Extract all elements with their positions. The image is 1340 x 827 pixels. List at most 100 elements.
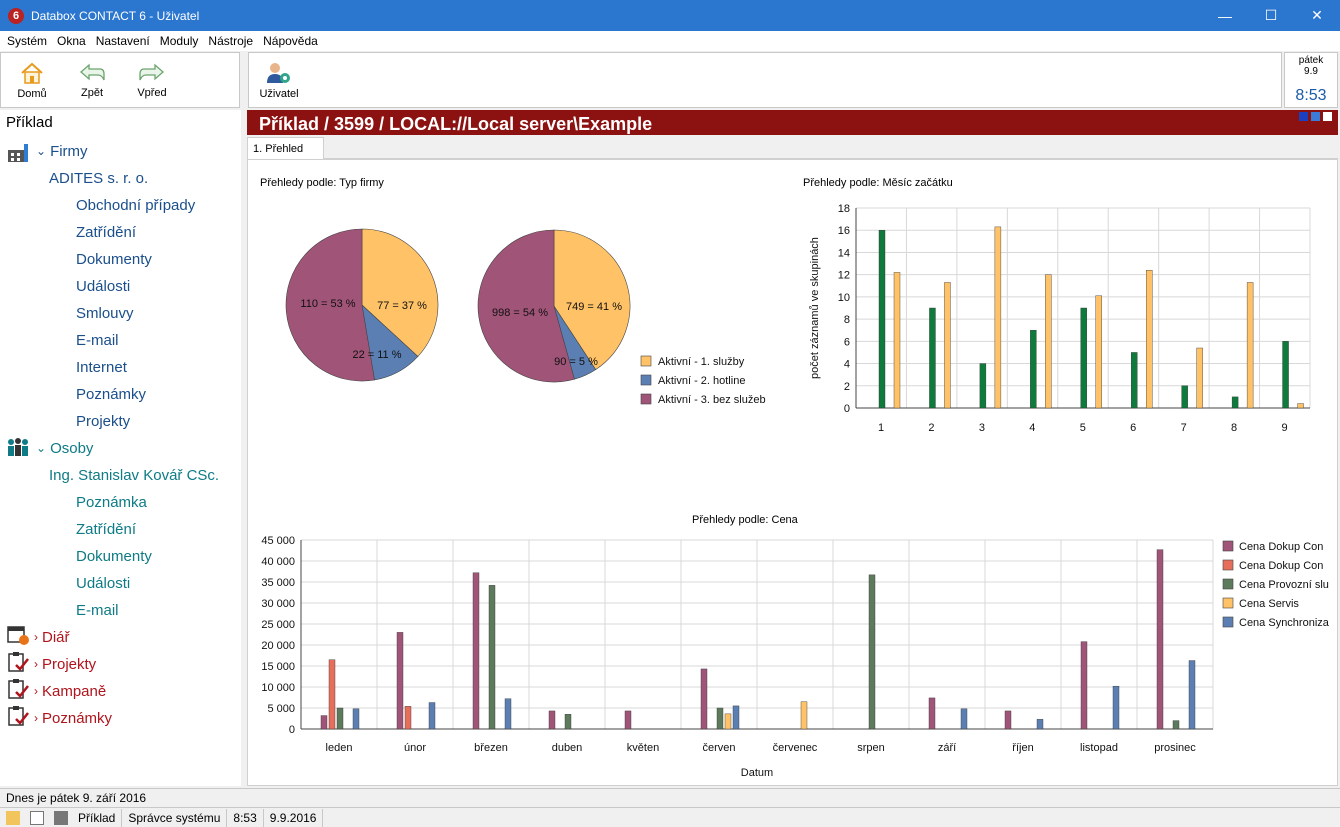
record-path: Příklad / 3599 / LOCAL://Local server\Ex… (259, 114, 653, 134)
month-x-tick-label: 8 (1231, 422, 1237, 434)
home-button[interactable]: Domů (3, 53, 61, 107)
tree-osoby-poznamka[interactable]: Poznámka (76, 493, 147, 511)
price-bar (700, 668, 708, 730)
people-icon (8, 438, 28, 456)
menu-nastaveni[interactable]: Nastavení (95, 34, 150, 48)
tree-company[interactable]: ADITES s. r. o. (49, 169, 149, 187)
tree-firmy-email[interactable]: E-mail (76, 331, 119, 349)
navigation-tree: Příklad ⌄ Firmy ADITES s. r. o. Obchodní… (0, 110, 241, 786)
price-x-tick-label: březen (474, 742, 508, 754)
tree-kampane-label: Kampaně (42, 682, 107, 700)
tab-prehled[interactable]: 1. Přehled (247, 137, 325, 159)
price-bar (1080, 641, 1088, 730)
tree-firmy-smlouvy[interactable]: Smlouvy (76, 304, 134, 322)
status-bar: Příklad Správce systému 8:53 9.9.2016 (0, 807, 1340, 827)
month-x-tick-label: 1 (878, 422, 884, 434)
pie2-data-label: 998 = 54 % (492, 307, 548, 319)
price-bar (960, 708, 968, 730)
price-bar (328, 659, 336, 730)
price-bar (336, 707, 344, 730)
chevron-down-icon[interactable]: ⌄ (36, 441, 47, 455)
tree-osoby-dokumenty[interactable]: Dokumenty (76, 547, 152, 565)
pie2-data-label: 90 = 5 % (554, 356, 598, 368)
tree-firmy-zatrideni[interactable]: Zatřídění (76, 223, 137, 241)
price-y-tick-label: 15 000 (261, 661, 295, 673)
price-y-tick-label: 35 000 (261, 577, 295, 589)
price-bar (320, 715, 328, 730)
pie2-data-label: 749 = 41 % (566, 301, 622, 313)
record-header: Příklad / 3599 / LOCAL://Local server\Ex… (247, 110, 1338, 135)
tree-person[interactable]: Ing. Stanislav Kovář CSc. (49, 466, 220, 484)
legend-label: Aktivní - 2. hotline (658, 375, 745, 387)
menu-okna[interactable]: Okna (57, 34, 86, 48)
tree-poznamky[interactable]: › Poznámky (34, 706, 112, 730)
month-y-tick-label: 2 (844, 381, 850, 393)
month-y-tick-label: 14 (838, 247, 850, 259)
tree-osoby[interactable]: ⌄ Osoby (36, 436, 93, 460)
folder-icon[interactable] (6, 810, 20, 825)
tree-firmy-label: Firmy (50, 142, 88, 160)
status-bar-message: Dnes je pátek 9. září 2016 (0, 788, 1340, 807)
month-bar (893, 272, 901, 409)
menu-napoveda[interactable]: Nápověda (263, 34, 318, 48)
home-icon (21, 62, 43, 84)
close-button[interactable]: ✕ (1311, 7, 1323, 23)
menu-nastroje[interactable]: Nástroje (208, 34, 254, 48)
tree-firmy-dokumenty[interactable]: Dokumenty (76, 250, 152, 268)
clock-date: 9.9 (1304, 66, 1318, 77)
forward-label: Vpřed (137, 86, 167, 99)
month-bar (1146, 270, 1153, 409)
tree-firmy[interactable]: ⌄ Firmy (36, 139, 88, 163)
chevron-right-icon[interactable]: › (34, 657, 38, 671)
arrow-icon[interactable] (1311, 112, 1320, 121)
maximize-button[interactable]: ☐ (1264, 7, 1278, 23)
price-legend-label: Cena Provozní slu (1239, 579, 1329, 591)
user-button[interactable]: Uživatel (255, 53, 303, 107)
price-x-tick-label: leden (326, 742, 353, 754)
calculator-icon[interactable] (54, 810, 68, 825)
info-icon[interactable] (1299, 112, 1308, 121)
tree-diar[interactable]: › Diář (34, 625, 70, 649)
price-legend-swatch (1222, 578, 1234, 590)
clock-time: 8:53 (1295, 87, 1327, 104)
forward-button[interactable]: Vpřed (123, 53, 181, 107)
window-icon[interactable] (1323, 112, 1332, 121)
chevron-right-icon[interactable]: › (34, 630, 38, 644)
tree-root[interactable]: Příklad (6, 114, 53, 131)
price-x-tick-label: říjen (1012, 742, 1033, 754)
tree-firmy-udalosti[interactable]: Události (76, 277, 131, 295)
menu-system[interactable]: Systém (7, 34, 48, 48)
tree-kampane[interactable]: › Kampaně (34, 679, 106, 703)
price-y-tick-label: 25 000 (261, 619, 295, 631)
chevron-down-icon[interactable]: ⌄ (36, 144, 47, 158)
tree-firmy-obchodni-pripady[interactable]: Obchodní případy (76, 196, 196, 214)
month-y-tick-label: 12 (838, 270, 850, 282)
tree-osoby-zatrideni[interactable]: Zatřídění (76, 520, 137, 538)
menu-moduly[interactable]: Moduly (159, 34, 199, 48)
tree-osoby-email[interactable]: E-mail (76, 601, 119, 619)
month-bar (1196, 347, 1203, 409)
month-x-tick-label: 6 (1130, 422, 1136, 434)
month-bar (1231, 396, 1239, 409)
minimize-button[interactable]: — (1218, 7, 1232, 24)
pie1-data-label: 22 = 11 % (352, 349, 401, 361)
back-button[interactable]: Zpět (63, 53, 121, 107)
price-x-axis-label: Datum (741, 767, 773, 779)
tree-firmy-internet[interactable]: Internet (76, 358, 127, 376)
tree-osoby-udalosti[interactable]: Události (76, 574, 131, 592)
price-legend-label: Cena Dokup Con (1239, 541, 1323, 553)
chevron-right-icon[interactable]: › (34, 684, 38, 698)
tree-projekty[interactable]: › Projekty (34, 652, 96, 676)
price-bar (928, 697, 936, 730)
document-icon[interactable] (30, 810, 44, 825)
tree-firmy-projekty[interactable]: Projekty (76, 412, 131, 430)
tree-firmy-poznamky[interactable]: Poznámky (76, 385, 147, 403)
month-y-tick-label: 8 (844, 314, 850, 326)
legend-swatch (640, 374, 652, 386)
price-y-tick-label: 30 000 (261, 598, 295, 610)
price-x-tick-label: červenec (773, 742, 818, 754)
content-area: Příklad / 3599 / LOCAL://Local server\Ex… (247, 110, 1338, 786)
month-y-tick-label: 0 (844, 403, 850, 415)
chevron-right-icon[interactable]: › (34, 711, 38, 725)
price-y-tick-label: 40 000 (261, 556, 295, 568)
